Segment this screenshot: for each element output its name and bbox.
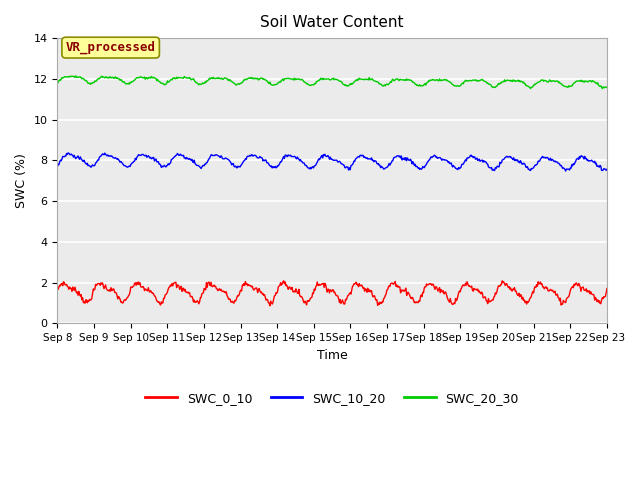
X-axis label: Time: Time <box>317 348 348 362</box>
Y-axis label: SWC (%): SWC (%) <box>15 153 28 208</box>
Title: Soil Water Content: Soil Water Content <box>260 15 404 30</box>
Text: VR_processed: VR_processed <box>66 41 156 54</box>
Legend: SWC_0_10, SWC_10_20, SWC_20_30: SWC_0_10, SWC_10_20, SWC_20_30 <box>140 387 524 410</box>
